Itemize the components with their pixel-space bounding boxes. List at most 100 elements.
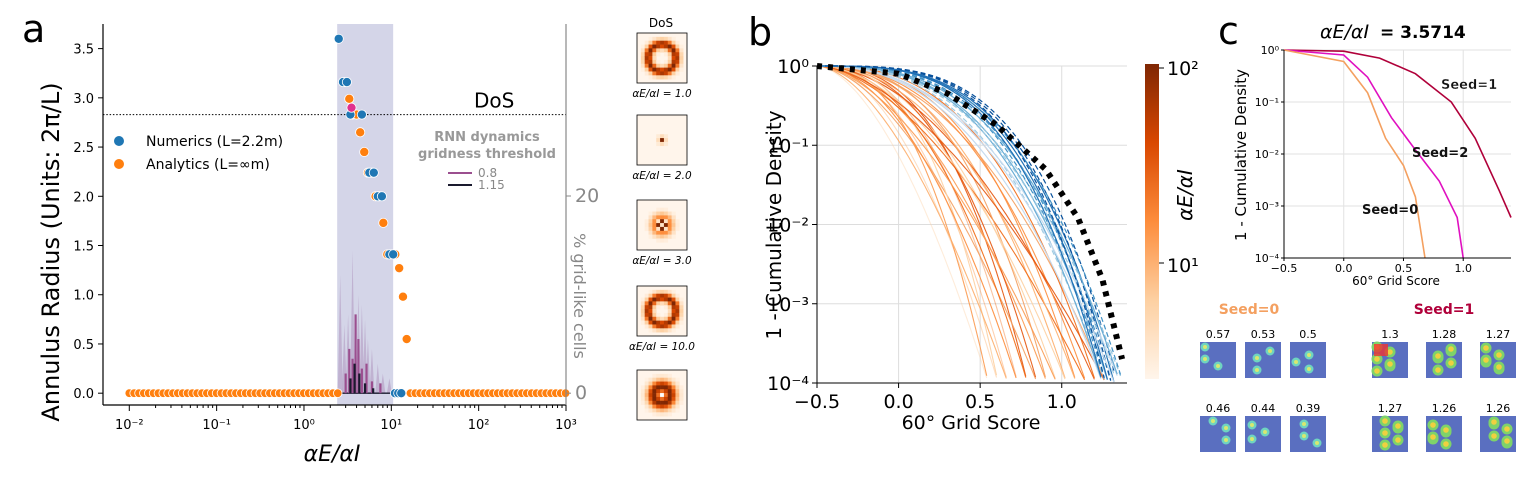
heatmap-cell: [679, 52, 684, 57]
heatmap-cell: [663, 393, 669, 398]
heatmap-cell: [679, 389, 684, 394]
thumb-spot-core: [1443, 441, 1449, 447]
thumb-score: 0.57: [1206, 328, 1231, 341]
heatmap-cell: [652, 67, 657, 72]
heatmap-cell: [652, 63, 657, 68]
thumb-spot-core: [1496, 364, 1502, 370]
heatmap-cell: [675, 389, 680, 394]
rnn-legend-title-2: gridness threshold: [418, 147, 556, 162]
heatmap-cell: [671, 67, 676, 72]
heatmap-cell: [652, 377, 657, 382]
heatmap-cell: [652, 400, 657, 405]
heatmap-cell: [656, 320, 661, 325]
heatmap-cell: [640, 305, 645, 310]
heatmap-cell: [671, 48, 676, 53]
heatmap-cell: [679, 59, 684, 65]
panel-c-title: αE/αI: [1320, 21, 1369, 43]
x-tick-label-a: 10³: [555, 418, 577, 433]
thumb-spot-core: [1443, 427, 1449, 433]
heatmap-cell: [640, 400, 645, 405]
heatmap-cell: [671, 396, 676, 402]
thumb-spot-core: [1430, 422, 1436, 428]
heatmap-cell: [660, 219, 665, 224]
heatmap-cell: [644, 381, 649, 386]
heatmap-cell: [675, 67, 680, 72]
thumb-score: 1.26: [1432, 402, 1457, 415]
heatmap-cell: [656, 389, 661, 394]
heatmap-cell: [663, 373, 669, 378]
heatmap-cell: [667, 328, 672, 333]
heatmap-cell: [644, 40, 649, 45]
heatmap-cell: [663, 71, 669, 76]
heatmap-cell: [640, 309, 645, 314]
thumb-spot-core: [1387, 349, 1393, 355]
thumb-spot-core: [1307, 367, 1311, 371]
heatmap-cell: [667, 393, 672, 398]
heatmap-cell: [667, 48, 672, 53]
heatmap-cell: [679, 297, 684, 302]
heatmap-cell: [671, 297, 676, 302]
heatmap-cell: [663, 408, 669, 413]
heatmap-cell: [671, 393, 676, 398]
heatmap-cell: [663, 312, 669, 318]
heatmap-cell: [667, 71, 672, 76]
colorbar-tick-100: 10²: [1167, 58, 1199, 80]
legend-rnn-115: 1.15: [478, 178, 505, 192]
heatmap-cell: [644, 48, 649, 53]
thumb-spot-core: [1255, 368, 1259, 372]
heatmap-cell: [648, 393, 653, 398]
heatmap-cell: [652, 48, 657, 53]
heatmap-cell: [671, 75, 676, 80]
heatmap-cell: [644, 389, 649, 394]
heatmap-cell: [667, 226, 672, 232]
heatmap-cell: [660, 289, 665, 294]
thumb-spot-core: [1387, 361, 1393, 367]
heatmap-cell: [660, 211, 665, 216]
heatmap-cell: [648, 63, 653, 68]
heatmap-cell: [675, 293, 680, 298]
heatmap-cell: [663, 305, 669, 310]
heatmap-cell: [660, 316, 665, 321]
heatmap-cell: [660, 412, 665, 417]
heatmap-cell: [667, 412, 672, 417]
thumb-spot-core: [1491, 433, 1497, 439]
analytics-point: [344, 93, 355, 104]
heatmap-cell: [663, 207, 669, 212]
heatmap-cell: [663, 396, 669, 402]
analytics-point: [333, 388, 343, 398]
heatmap-cell: [656, 52, 661, 57]
heatmap-cell: [667, 44, 672, 49]
heatmap-cell: [667, 404, 672, 409]
heatmap-cell: [652, 226, 657, 232]
ratemap-thumb: [1200, 342, 1236, 378]
thumb-spot-core: [1395, 423, 1401, 429]
thumb-spot-core: [1448, 346, 1454, 352]
heatmap-cell: [656, 44, 661, 49]
heatmap-cell: [644, 67, 649, 72]
heatmap-cell: [675, 56, 680, 61]
curves-c: [1283, 49, 1512, 259]
ratemap-thumb: [1426, 416, 1462, 452]
highlight-point: [346, 102, 357, 113]
blue-curve: [817, 65, 1112, 381]
rnn-peaks: [344, 314, 382, 394]
ratemap-thumb: [1480, 342, 1516, 378]
y-tick-label-c: 10⁻²: [1255, 148, 1279, 161]
heatmap-cell: [656, 63, 661, 68]
heatmap-cell: [660, 230, 665, 235]
x-tick-label-c: 0.5: [1395, 262, 1413, 275]
heatmap-cell: [663, 238, 669, 243]
heatmap-cell: [671, 400, 676, 405]
heatmap-cell: [656, 412, 661, 417]
heatmap-cell: [660, 328, 665, 333]
heatmap-cell: [656, 377, 661, 382]
heatmap-cell: [652, 52, 657, 57]
x-tick-label-c: 0.0: [1335, 262, 1353, 275]
heatmap-cell: [656, 211, 661, 216]
heatmap-cell: [648, 389, 653, 394]
thumb-spot-core: [1395, 437, 1401, 443]
thumb-score: 0.53: [1251, 328, 1276, 341]
y-tick-label-b: 10⁻¹: [767, 135, 809, 157]
thumb-spot-core: [1382, 430, 1388, 436]
heatmap-cell: [671, 381, 676, 386]
